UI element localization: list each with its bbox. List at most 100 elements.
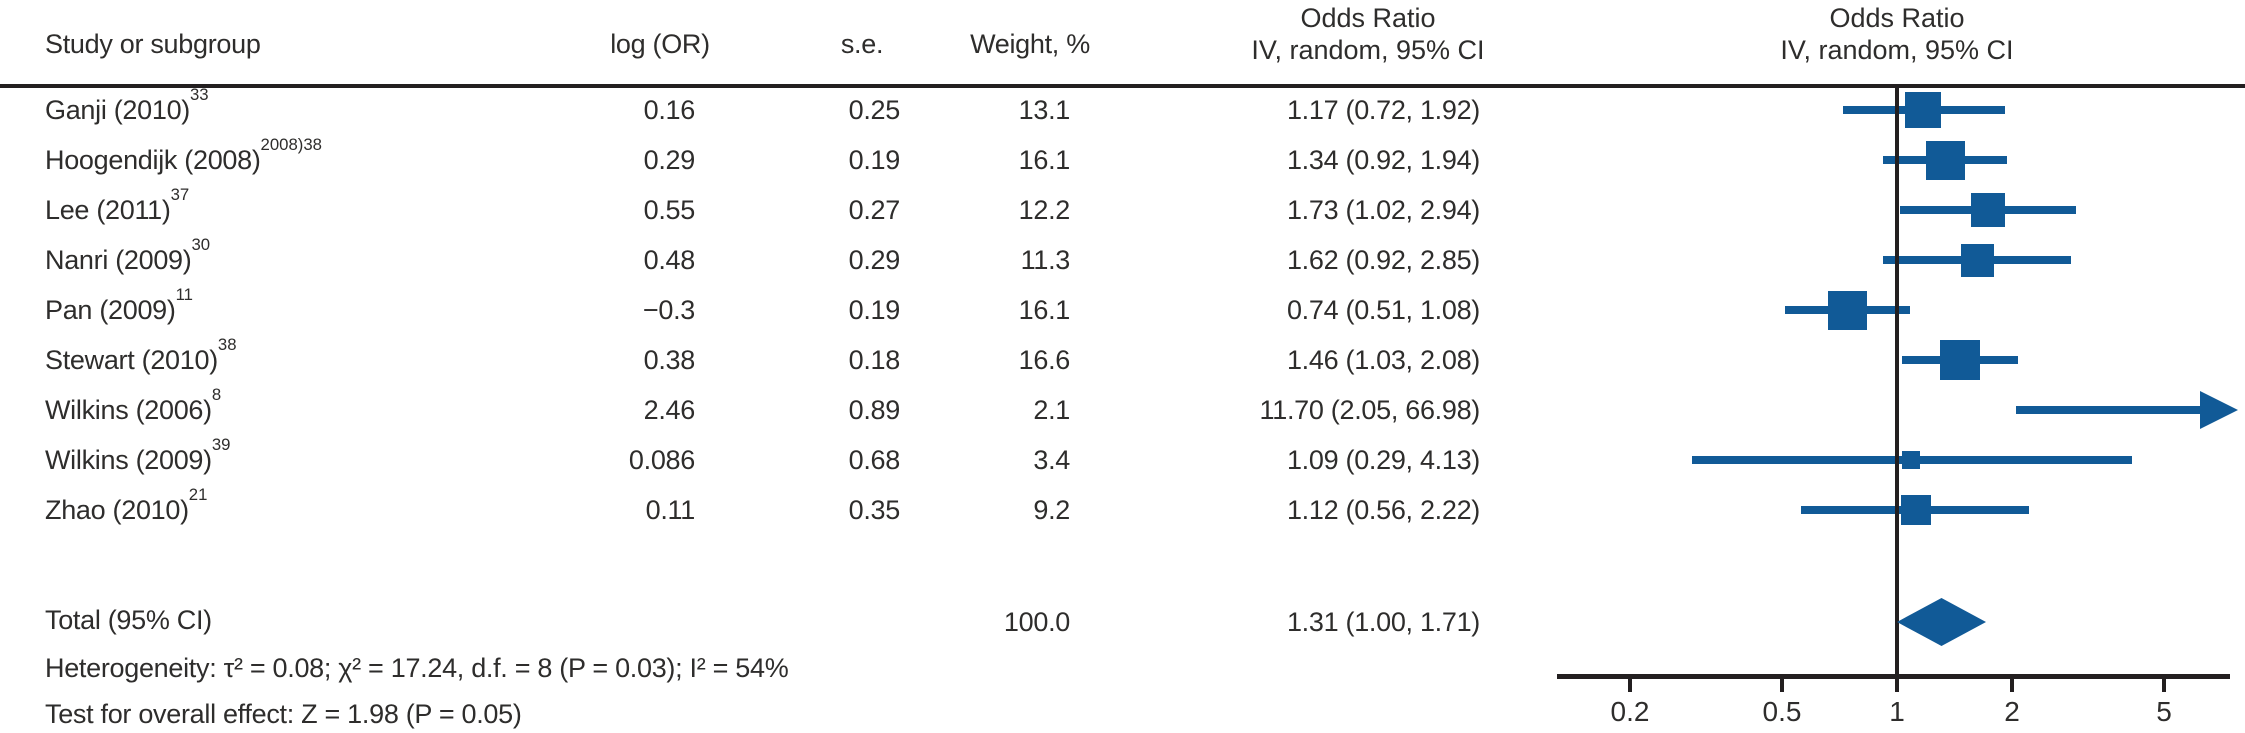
or-ci-value: 1.46 (1.03, 2.08) xyxy=(1286,345,1480,375)
arrow-right-icon xyxy=(2200,391,2238,429)
or-ci-value: 1.34 (0.92, 1.94) xyxy=(1286,145,1480,175)
column-header-or-ci: Odds Ratio IV, random, 95% CI xyxy=(1168,2,1568,66)
axis-tick xyxy=(2009,676,2014,692)
se-value: 0.27 xyxy=(848,195,901,225)
or-square xyxy=(1827,290,1867,330)
log-or-value: 0.38 xyxy=(643,345,696,375)
axis-tick xyxy=(1627,676,1632,692)
ci-line xyxy=(2016,406,2200,414)
table-row: Wilkins (2006)8 2.46 0.89 2.1 11.70 (2.05, 6… xyxy=(0,384,2245,430)
study-label: Stewart (2010)38 xyxy=(45,334,237,375)
x-axis-line xyxy=(1557,674,2230,679)
axis-tick xyxy=(1895,676,1899,692)
total-weight-value: 100.0 xyxy=(1003,607,1070,637)
study-label: Lee (2011)37 xyxy=(45,184,190,225)
log-or-value: 0.11 xyxy=(645,495,696,525)
study-label: Nanri (2009)30 xyxy=(45,234,211,275)
weight-value: 16.1 xyxy=(1018,295,1071,325)
axis-tick xyxy=(1780,676,1784,692)
study-reference-superscript: 38 xyxy=(217,334,237,354)
study-reference-superscript: 8 xyxy=(211,384,222,404)
heterogeneity-stats: Heterogeneity: τ² = 0.08; χ² = 17.24, d.… xyxy=(45,653,789,683)
or-ci-header-line2: IV, random, 95% CI xyxy=(1251,35,1485,65)
column-header-weight: Weight, % xyxy=(970,29,1090,59)
weight-value: 2.1 xyxy=(1033,395,1070,425)
study-label: Pan (2009)11 xyxy=(45,284,193,325)
null-effect-line xyxy=(1895,84,1899,676)
se-value: 0.35 xyxy=(848,495,901,525)
or-square xyxy=(1905,92,1942,128)
log-or-value: 0.29 xyxy=(643,145,696,175)
weight-value: 16.1 xyxy=(1018,145,1071,175)
column-header-study: Study or subgroup xyxy=(45,29,261,59)
weight-value: 16.6 xyxy=(1018,345,1071,375)
study-reference-superscript: 11 xyxy=(175,284,193,304)
column-header-log-or: log (OR) xyxy=(610,29,710,59)
table-row: Ganji (2010)33 0.16 0.25 13.1 1.17 (0.72, 1.… xyxy=(0,84,2245,130)
study-label: Zhao (2010)21 xyxy=(45,484,208,525)
log-or-value: 0.55 xyxy=(643,195,696,225)
se-value: 0.18 xyxy=(848,345,901,375)
table-row: Hoogendijk (2008)2008)38 0.29 0.19 16.1 1.34… xyxy=(0,134,2245,180)
overall-effect-stats: Test for overall effect: Z = 1.98 (P = 0… xyxy=(45,699,522,729)
plot-header-or-ci: Odds Ratio IV, random, 95% CI xyxy=(1697,2,2097,66)
weight-value: 11.3 xyxy=(1020,245,1071,275)
table-row: Stewart (2010)38 0.38 0.18 16.6 1.46 (1.03, … xyxy=(0,334,2245,380)
header-divider-rule xyxy=(0,84,2245,88)
or-square xyxy=(1902,451,1921,469)
se-value: 0.25 xyxy=(848,95,901,125)
total-row-label: Total (95% CI) xyxy=(45,605,212,635)
se-value: 0.89 xyxy=(848,395,901,425)
weight-value: 9.2 xyxy=(1033,495,1070,525)
or-square xyxy=(1970,193,2005,227)
study-label: Wilkins (2006)8 xyxy=(45,384,222,425)
weight-value: 12.2 xyxy=(1018,195,1071,225)
log-or-value: 0.16 xyxy=(643,95,696,125)
log-or-value: −0.3 xyxy=(642,295,695,325)
summary-diamond xyxy=(1897,598,1986,646)
se-value: 0.68 xyxy=(848,445,901,475)
study-reference-superscript: 21 xyxy=(188,484,208,504)
axis-tick-label: 2 xyxy=(2004,696,2020,727)
plot-header-line2: IV, random, 95% CI xyxy=(1780,35,2014,65)
or-ci-value: 11.70 (2.05, 66.98) xyxy=(1259,395,1481,425)
se-value: 0.29 xyxy=(848,245,901,275)
weight-value: 13.1 xyxy=(1018,95,1071,125)
or-square xyxy=(1939,340,1980,380)
axis-tick-label: 5 xyxy=(2156,696,2172,727)
study-reference-superscript: 30 xyxy=(191,234,211,254)
se-value: 0.19 xyxy=(848,145,901,175)
log-or-value: 0.086 xyxy=(628,445,695,475)
or-square xyxy=(1900,495,1931,525)
axis-tick xyxy=(2162,676,2166,692)
or-ci-value: 1.17 (0.72, 1.92) xyxy=(1286,95,1480,125)
plot-header-line1: Odds Ratio xyxy=(1829,3,1965,33)
study-label: Wilkins (2009)39 xyxy=(45,434,231,475)
or-ci-value: 1.73 (1.02, 2.94) xyxy=(1286,195,1480,225)
study-reference-superscript: 39 xyxy=(211,434,231,454)
study-label: Ganji (2010)33 xyxy=(45,84,209,125)
axis-tick-label: 0.2 xyxy=(1610,696,1650,727)
or-ci-value: 1.12 (0.56, 2.22) xyxy=(1286,495,1480,525)
study-reference-superscript: 2008)38 xyxy=(260,134,322,154)
weight-value: 3.4 xyxy=(1033,445,1070,475)
table-row: Wilkins (2009)39 0.086 0.68 3.4 1.09 (0.29, … xyxy=(0,434,2245,480)
se-value: 0.19 xyxy=(848,295,901,325)
table-row: Zhao (2010)21 0.11 0.35 9.2 1.12 (0.56, 2.22… xyxy=(0,484,2245,530)
axis-tick-label: 0.5 xyxy=(1762,696,1802,727)
study-label: Hoogendijk (2008)2008)38 xyxy=(45,134,322,175)
table-row: Nanri (2009)30 0.48 0.29 11.3 1.62 (0.92, 2.… xyxy=(0,234,2245,280)
or-ci-header-line1: Odds Ratio xyxy=(1300,3,1436,33)
axis-tick-label: 1 xyxy=(1889,696,1905,727)
or-ci-value: 1.09 (0.29, 4.13) xyxy=(1286,445,1480,475)
study-reference-superscript: 33 xyxy=(189,84,209,104)
total-or-ci-value: 1.31 (1.00, 1.71) xyxy=(1286,607,1480,637)
or-ci-value: 1.62 (0.92, 2.85) xyxy=(1286,245,1480,275)
or-square xyxy=(1960,243,1994,277)
or-square xyxy=(1926,140,1966,180)
log-or-value: 2.46 xyxy=(643,395,696,425)
log-or-value: 0.48 xyxy=(643,245,696,275)
column-header-se: s.e. xyxy=(840,29,884,59)
table-row: Pan (2009)11 −0.3 0.19 16.1 0.74 (0.51, 1.08… xyxy=(0,284,2245,330)
